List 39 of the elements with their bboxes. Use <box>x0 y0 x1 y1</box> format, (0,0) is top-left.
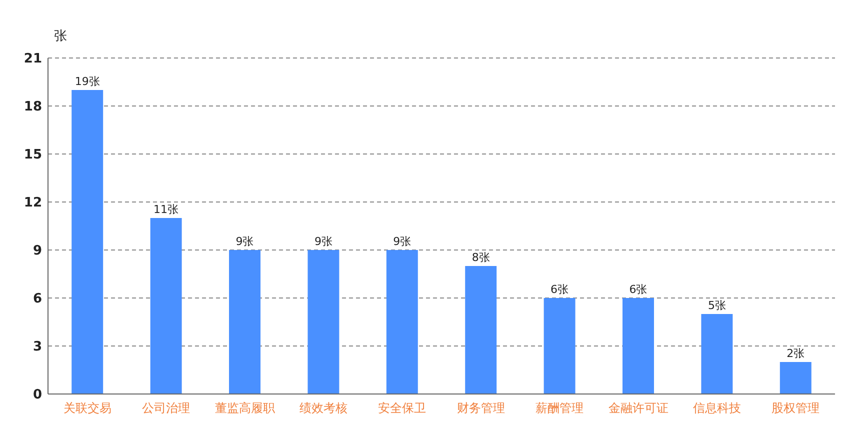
x-tick-label: 信息科技 <box>692 401 741 415</box>
bar <box>544 298 576 394</box>
y-tick-label: 21 <box>24 52 42 67</box>
data-label: 8张 <box>472 251 490 264</box>
bar <box>150 218 182 394</box>
data-label: 19张 <box>74 75 100 88</box>
y-tick-label: 9 <box>32 244 42 259</box>
x-tick-label: 绩效考核 <box>299 401 348 415</box>
data-label: 9张 <box>314 235 332 248</box>
x-tick-label: 公司治理 <box>142 401 190 415</box>
data-label: 2张 <box>786 347 805 360</box>
x-tick-label: 股权管理 <box>772 401 820 415</box>
data-label: 11张 <box>154 203 179 216</box>
data-label: 6张 <box>550 283 569 296</box>
x-tick-label: 董监高履职 <box>214 401 275 415</box>
data-label: 9张 <box>393 235 412 248</box>
y-tick-label: 18 <box>24 100 42 115</box>
y-tick-label: 15 <box>24 148 42 163</box>
data-label: 5张 <box>708 299 726 312</box>
data-label: 6张 <box>629 283 648 296</box>
bar <box>701 314 733 394</box>
x-tick-label: 关联交易 <box>63 401 112 415</box>
data-label: 9张 <box>236 235 254 248</box>
y-tick-label: 0 <box>32 388 42 403</box>
y-tick-label: 12 <box>24 196 42 211</box>
y-tick-label: 3 <box>32 340 42 355</box>
bar <box>622 298 654 394</box>
bar <box>386 250 418 394</box>
bar <box>308 250 340 394</box>
x-tick-label: 财务管理 <box>456 401 505 415</box>
bar <box>465 266 497 394</box>
y-axis-title: 张 <box>54 29 67 44</box>
x-tick-label: 金融许可证 <box>608 401 668 415</box>
bar <box>229 250 260 394</box>
y-tick-label: 6 <box>32 292 42 307</box>
bar <box>780 362 812 394</box>
x-tick-label: 薪酬管理 <box>536 401 584 415</box>
bar <box>72 90 104 394</box>
x-tick-label: 安全保卫 <box>378 401 426 415</box>
